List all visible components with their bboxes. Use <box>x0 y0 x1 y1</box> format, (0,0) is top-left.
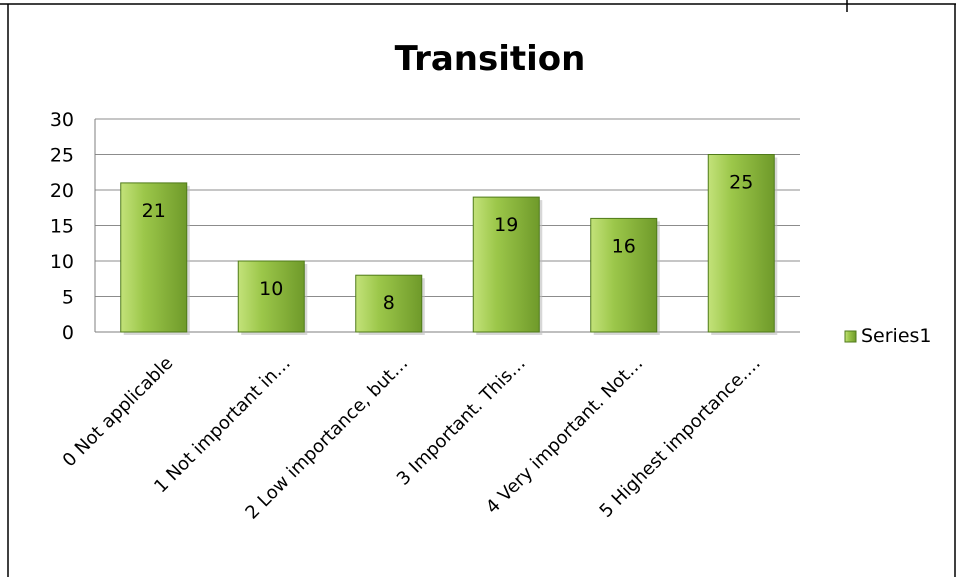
y-tick-label: 25 <box>50 145 74 167</box>
bar <box>355 274 423 333</box>
gridlines <box>94 118 800 333</box>
data-label: 8 <box>383 292 395 314</box>
legend-label-series1: Series1 <box>861 325 932 347</box>
legend-swatch-series1 <box>844 330 857 343</box>
y-tick-label: 20 <box>50 180 74 202</box>
data-label: 16 <box>612 235 636 257</box>
data-label: 21 <box>142 200 166 222</box>
data-labels: 21 10 8 19 16 25 <box>142 172 754 315</box>
y-axis-ticks: 0 5 10 15 20 25 30 <box>50 109 74 344</box>
data-label: 10 <box>259 278 283 300</box>
x-tick-label: 0 Not applicable <box>59 353 178 472</box>
y-tick-label: 30 <box>50 109 74 131</box>
x-tick-label: 1 Not important in… <box>150 353 295 498</box>
bar <box>120 182 188 333</box>
y-tick-label: 15 <box>50 216 74 238</box>
legend: Series1 <box>844 325 932 347</box>
data-label: 25 <box>729 172 753 194</box>
y-tick-label: 10 <box>50 251 74 273</box>
bars <box>120 154 778 335</box>
bar <box>237 260 305 333</box>
y-tick-label: 5 <box>62 287 74 309</box>
y-tick-label: 0 <box>62 322 74 344</box>
bar <box>590 217 658 333</box>
x-tick-label: 3 Important. This… <box>393 353 530 490</box>
data-label: 19 <box>494 214 518 236</box>
bar <box>707 154 775 333</box>
chart-title: Transition <box>395 39 586 79</box>
bar <box>472 196 540 333</box>
